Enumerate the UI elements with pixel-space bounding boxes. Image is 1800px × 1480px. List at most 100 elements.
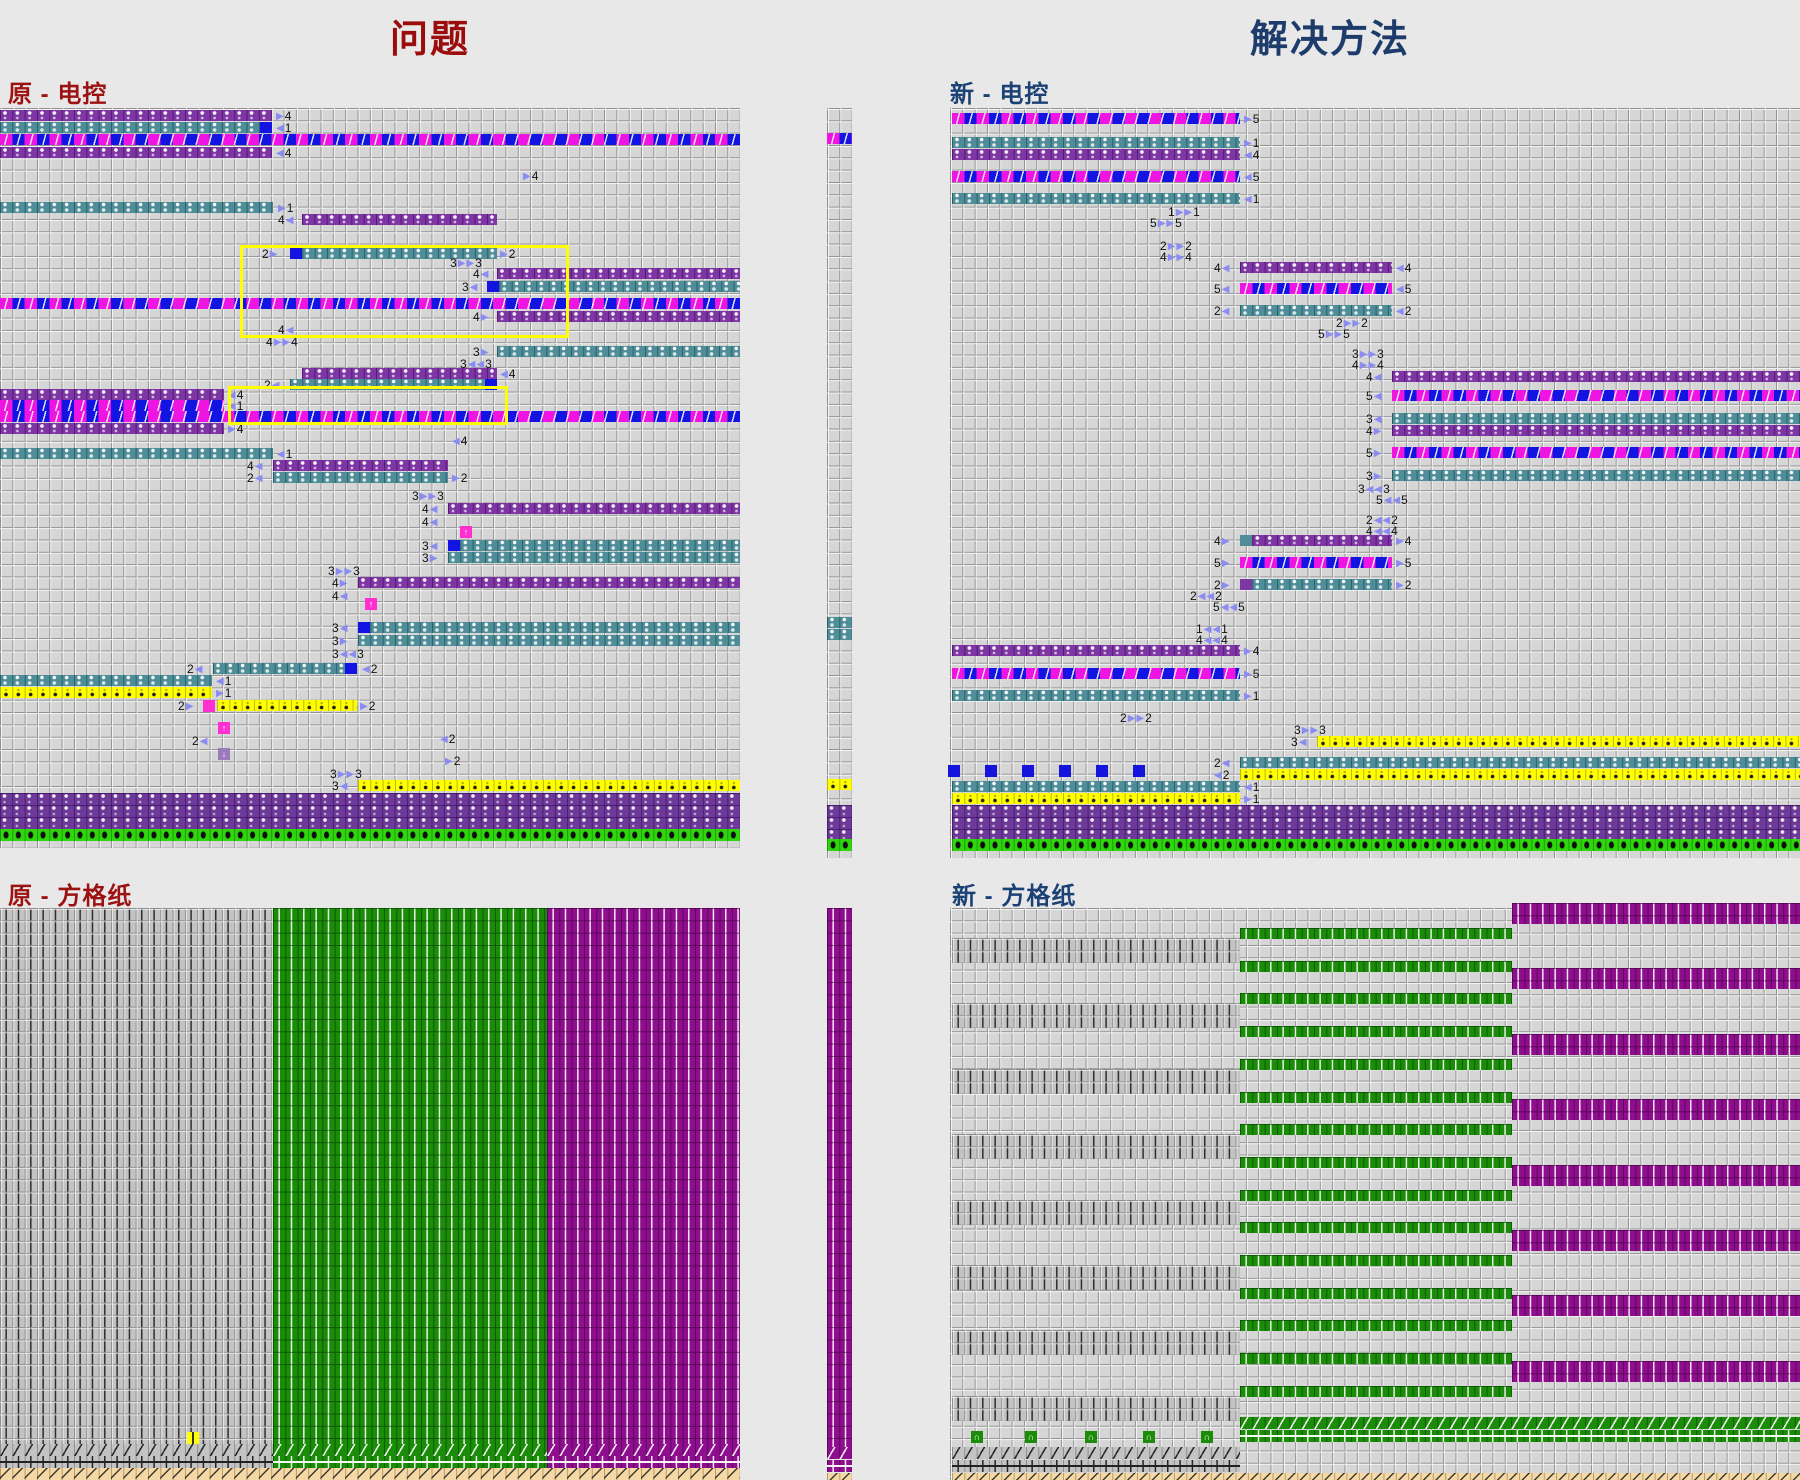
pattern-bar[interactable] xyxy=(827,805,852,839)
pattern-bar[interactable] xyxy=(358,780,740,791)
stripe-bar[interactable] xyxy=(952,1134,1240,1159)
stripe-bar[interactable] xyxy=(1240,1059,1512,1070)
stripe-bar[interactable] xyxy=(1240,1190,1512,1201)
color-section[interactable] xyxy=(273,908,547,1444)
pattern-bar[interactable] xyxy=(0,134,740,145)
pattern-bar[interactable] xyxy=(1240,262,1392,273)
stripe-bar[interactable] xyxy=(1240,1320,1512,1331)
pattern-bar[interactable] xyxy=(1240,557,1392,568)
blue-square-cell[interactable] xyxy=(1059,765,1071,777)
pattern-bar[interactable] xyxy=(1240,535,1392,546)
stripe-bar[interactable] xyxy=(952,1330,1240,1355)
bottom-symbol-row[interactable] xyxy=(1240,1417,1800,1429)
bottom-symbol-row[interactable] xyxy=(952,1447,1240,1459)
pattern-bar[interactable] xyxy=(290,379,497,390)
stripe-bar[interactable] xyxy=(1240,1157,1512,1168)
symbol-cell[interactable]: ↑ xyxy=(218,722,230,734)
pattern-bar[interactable] xyxy=(0,423,224,434)
green-symbol-cell[interactable]: ∩ xyxy=(971,1431,983,1443)
stripe-bar[interactable] xyxy=(1512,1034,1800,1055)
bottom-symbol-row[interactable] xyxy=(273,1444,547,1456)
blue-square-cell[interactable] xyxy=(1133,765,1145,777)
pattern-bar[interactable] xyxy=(0,110,272,121)
symbol-cell[interactable]: ↑ xyxy=(365,598,377,610)
green-symbol-cell[interactable]: ∩ xyxy=(1201,1431,1213,1443)
pattern-bar[interactable] xyxy=(952,113,1240,124)
pattern-bar[interactable] xyxy=(952,781,1240,792)
pattern-bar[interactable] xyxy=(358,622,740,633)
econtrol-grid-strip[interactable] xyxy=(827,108,852,858)
pattern-bar[interactable] xyxy=(952,668,1240,679)
pattern-bar[interactable] xyxy=(1392,390,1800,401)
pattern-bar[interactable] xyxy=(302,368,497,379)
stripe-bar[interactable] xyxy=(1240,993,1512,1004)
pattern-bar[interactable] xyxy=(0,687,212,698)
symbol-cell[interactable]: ↓ xyxy=(218,748,230,760)
bottom-symbol-row[interactable] xyxy=(547,1456,740,1468)
blue-square-cell[interactable] xyxy=(948,765,960,777)
pattern-bar[interactable] xyxy=(217,700,357,711)
pattern-bar[interactable] xyxy=(1392,447,1800,458)
pattern-bar[interactable] xyxy=(952,690,1240,701)
stripe-bar[interactable] xyxy=(952,1003,1240,1028)
pattern-bar[interactable] xyxy=(952,645,1240,656)
stripe-bar[interactable] xyxy=(1512,968,1800,989)
pattern-bar[interactable] xyxy=(487,281,740,292)
pattern-bar[interactable] xyxy=(0,122,272,133)
pattern-bar[interactable] xyxy=(0,298,740,309)
pattern-bar[interactable] xyxy=(952,839,1800,851)
stripe-bar[interactable] xyxy=(1240,1026,1512,1037)
stripe-bar[interactable] xyxy=(1512,1165,1800,1186)
color-section-strip[interactable] xyxy=(827,908,852,1447)
pattern-bar[interactable] xyxy=(1240,283,1392,294)
bottom-symbol-row[interactable] xyxy=(547,1444,740,1456)
pattern-bar[interactable] xyxy=(213,663,357,674)
stripe-bar[interactable] xyxy=(1512,1295,1800,1316)
stripe-bar[interactable] xyxy=(1512,903,1800,924)
pattern-bar[interactable] xyxy=(273,460,448,471)
pattern-bar[interactable] xyxy=(0,675,212,686)
pattern-bar[interactable] xyxy=(952,193,1240,204)
pattern-bar[interactable] xyxy=(827,779,852,790)
pattern-bar[interactable] xyxy=(0,793,740,829)
pattern-bar[interactable] xyxy=(1392,413,1800,424)
blue-square-cell[interactable] xyxy=(1096,765,1108,777)
green-symbol-cell[interactable]: ∩ xyxy=(1085,1431,1097,1443)
pattern-bar[interactable] xyxy=(290,248,497,259)
pattern-bar[interactable] xyxy=(1392,470,1800,481)
pattern-bar[interactable] xyxy=(1392,425,1800,436)
symbol-cell[interactable]: ↑ xyxy=(460,526,472,538)
pattern-bar[interactable] xyxy=(952,171,1240,182)
green-symbol-cell[interactable]: ∩ xyxy=(1025,1431,1037,1443)
pattern-bar[interactable] xyxy=(827,839,852,851)
pattern-bar[interactable] xyxy=(1240,757,1800,768)
stripe-bar[interactable] xyxy=(1240,1353,1512,1364)
tan-bottom-row-strip[interactable] xyxy=(827,1473,852,1480)
pattern-bar[interactable] xyxy=(273,472,448,483)
econtrol-grid-canvas[interactable] xyxy=(950,108,1800,858)
stripe-bar[interactable] xyxy=(1240,961,1512,972)
pattern-bar[interactable] xyxy=(1317,736,1800,747)
stripe-bar[interactable] xyxy=(1240,928,1512,939)
stripe-bar[interactable] xyxy=(952,938,1240,963)
pattern-bar[interactable] xyxy=(0,400,224,411)
pattern-bar[interactable] xyxy=(302,214,497,225)
pattern-bar[interactable] xyxy=(0,829,740,841)
pattern-bar[interactable] xyxy=(1240,579,1392,590)
stripe-bar[interactable] xyxy=(952,1265,1240,1290)
stripe-bar[interactable] xyxy=(1240,1255,1512,1266)
blue-square-cell[interactable] xyxy=(985,765,997,777)
pattern-bar[interactable] xyxy=(358,577,740,588)
stripe-bar[interactable] xyxy=(1240,1386,1512,1397)
stripe-bar[interactable] xyxy=(1512,1230,1800,1251)
pattern-bar[interactable] xyxy=(448,552,740,563)
tan-bottom-row[interactable] xyxy=(0,1468,740,1480)
pattern-bar[interactable] xyxy=(827,133,852,144)
green-symbol-cell[interactable]: ∩ xyxy=(1143,1431,1155,1443)
bottom-symbol-row[interactable] xyxy=(1240,1430,1800,1442)
pattern-bar[interactable] xyxy=(0,389,224,400)
pattern-bar[interactable] xyxy=(0,448,273,459)
pattern-bar[interactable] xyxy=(1240,769,1800,780)
bottom-symbol-row[interactable] xyxy=(827,1447,852,1459)
bottom-symbol-row[interactable] xyxy=(0,1456,273,1468)
